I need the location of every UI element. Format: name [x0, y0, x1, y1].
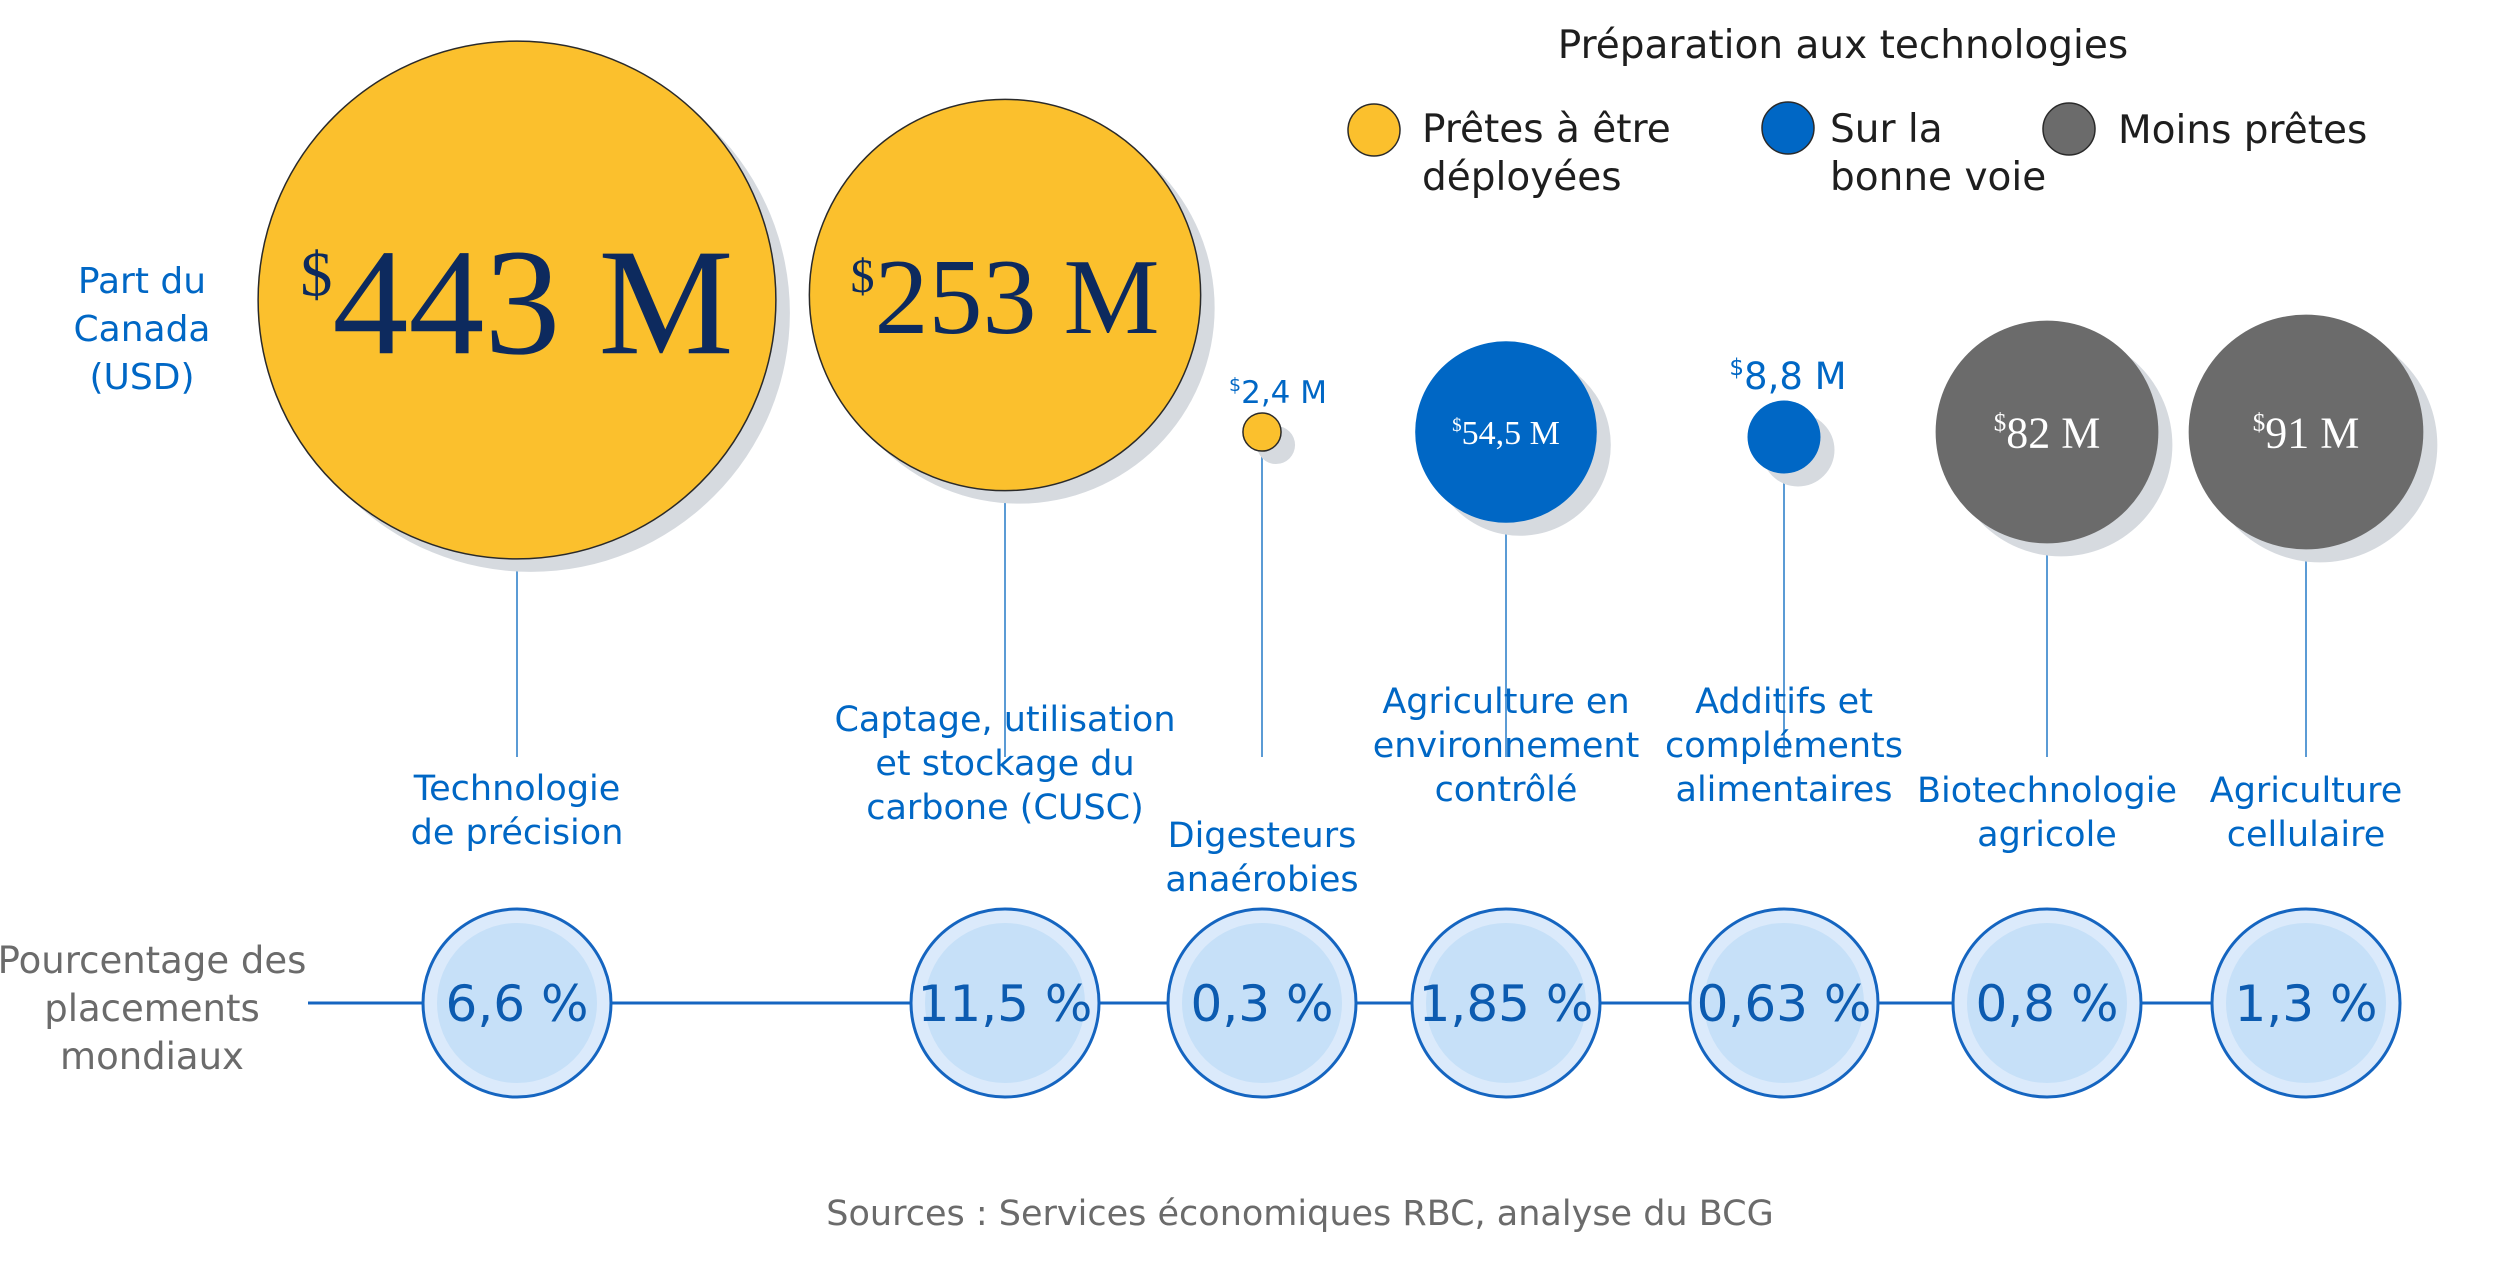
share-circle-inner [2226, 923, 2386, 1083]
amount-row-label: (USD) [89, 357, 194, 398]
amount-label: $443 M [300, 218, 733, 386]
category-label: Additifs et [1695, 682, 1873, 722]
amount-label: $2,4 M [1229, 374, 1327, 411]
amount-label: $8,8 M [1729, 355, 1846, 398]
amount-row-label: Canada [74, 309, 211, 350]
category-label: alimentaires [1676, 770, 1893, 810]
amount-bubble [1935, 320, 2159, 544]
category-label: et stockage du [875, 744, 1134, 784]
share-value: 6,6 % [446, 975, 589, 1033]
amount-bubble [808, 98, 1202, 492]
category-label: Digesteurs [1168, 816, 1357, 856]
amount-bubble [1747, 400, 1821, 474]
legend: Préparation aux technologies Prêtes à êtr… [1347, 23, 2367, 200]
amount-label: $91 M [2253, 408, 2360, 457]
share-value: 0,63 % [1697, 975, 1872, 1033]
share-circle-inner [1704, 923, 1864, 1083]
category-label: anaérobies [1165, 860, 1358, 900]
amount-bubble [2188, 314, 2424, 550]
amount-row-label: Part du [78, 261, 206, 302]
share-row-label: Pourcentage des [0, 939, 306, 982]
amount-label: $54,5 M [1452, 415, 1560, 452]
share-circle-inner [437, 923, 597, 1083]
share-circle-inner [1182, 923, 1342, 1083]
share-circle-inner [1426, 923, 1586, 1083]
legend-label-less: Moins prêtes [2118, 108, 2367, 153]
category-label: Technologie [413, 769, 621, 809]
share-circle-inner [925, 923, 1085, 1083]
amount-bubbles: $443 M $253 M $2,4 M $54,5 M $8,8 M $82 M $91 … [257, 40, 2438, 757]
source-text: Sources : Services économiques RBC, anal… [826, 1194, 1773, 1234]
category-label: carbone (CUSC) [866, 788, 1144, 828]
legend-swatch-ready [1347, 103, 1401, 157]
category-label: compléments [1665, 726, 1903, 766]
category-label: contrôlé [1435, 770, 1578, 810]
category-label: Captage, utilisation [834, 700, 1175, 740]
category-label: Agriculture en [1382, 682, 1629, 722]
category-label: agricole [1977, 815, 2117, 855]
legend-swatch-track [1761, 101, 1815, 155]
category-label: de précision [411, 813, 624, 853]
legend-label-track: Sur la [1830, 107, 1943, 152]
share-value: 0,3 % [1191, 975, 1334, 1033]
category-label: environnement [1373, 726, 1640, 766]
share-value: 1,85 % [1419, 975, 1594, 1033]
legend-label-track: bonne voie [1830, 155, 2046, 200]
share-value: 0,8 % [1976, 975, 2119, 1033]
source-note: Sources : Services économiques RBC, anal… [826, 1194, 1773, 1234]
legend-swatch-less [2042, 102, 2096, 156]
category-label: Agriculture [2210, 771, 2402, 811]
amount-bubble [1415, 341, 1597, 523]
row-labels: Part du Canada (USD) Pourcentage des placeme… [0, 261, 306, 1078]
share-row-label: placements [44, 987, 260, 1030]
share-row-label: mondiaux [60, 1035, 244, 1078]
amount-bubble [257, 40, 777, 560]
legend-title: Préparation aux technologies [1558, 23, 2128, 68]
share-circles: 6,6 % 11,5 % 0,3 % 1,85 % 0,63 % 0,8 % 1,3 % [421, 907, 2402, 1099]
share-value: 11,5 % [918, 975, 1093, 1033]
share-circle-inner [1967, 923, 2127, 1083]
legend-label-ready: Prêtes à être [1422, 107, 1671, 152]
share-value: 1,3 % [2235, 975, 2378, 1033]
legend-label-ready: déployées [1422, 155, 1622, 200]
category-label: Biotechnologie [1917, 771, 2177, 811]
amount-label: $253 M [850, 238, 1159, 357]
category-label: cellulaire [2227, 815, 2385, 855]
amount-bubble [1242, 412, 1282, 452]
amount-label: $82 M [1994, 408, 2101, 457]
